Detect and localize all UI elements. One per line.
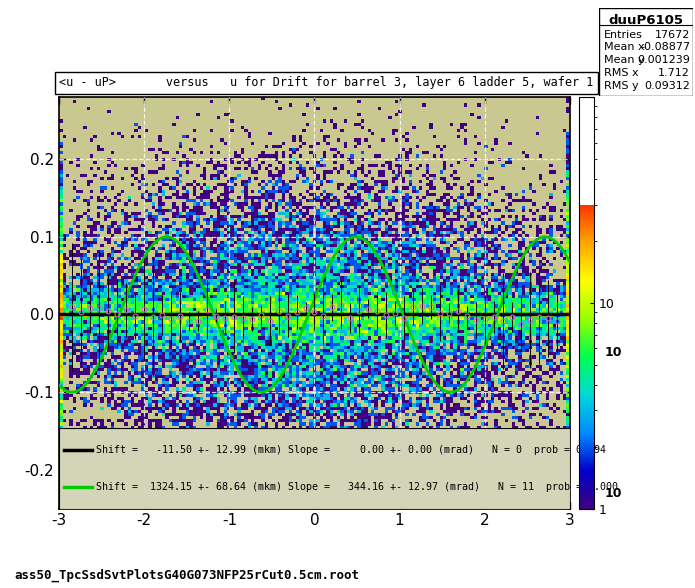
Text: RMS y: RMS y (604, 81, 639, 91)
Text: Mean y: Mean y (604, 55, 644, 65)
Text: RMS x: RMS x (604, 68, 639, 78)
Text: 17672: 17672 (655, 29, 690, 40)
Text: -0.08877: -0.08877 (640, 42, 690, 52)
Text: 0.09312: 0.09312 (644, 81, 690, 91)
Text: ass50_TpcSsdSvtPlotsG40G073NFP25rCut0.5cm.root: ass50_TpcSsdSvtPlotsG40G073NFP25rCut0.5c… (14, 569, 359, 583)
Text: 10: 10 (605, 346, 623, 359)
Text: Mean x: Mean x (604, 42, 644, 52)
Text: Entries: Entries (604, 29, 643, 40)
Text: 10: 10 (605, 487, 623, 500)
Text: <u - uP>       versus   u for Drift for barrel 3, layer 6 ladder 5, wafer 1: <u - uP> versus u for Drift for barrel 3… (59, 76, 594, 89)
Text: duuP6105: duuP6105 (609, 14, 683, 28)
Text: 1.712: 1.712 (658, 68, 690, 78)
Text: 0.001239: 0.001239 (637, 55, 690, 65)
